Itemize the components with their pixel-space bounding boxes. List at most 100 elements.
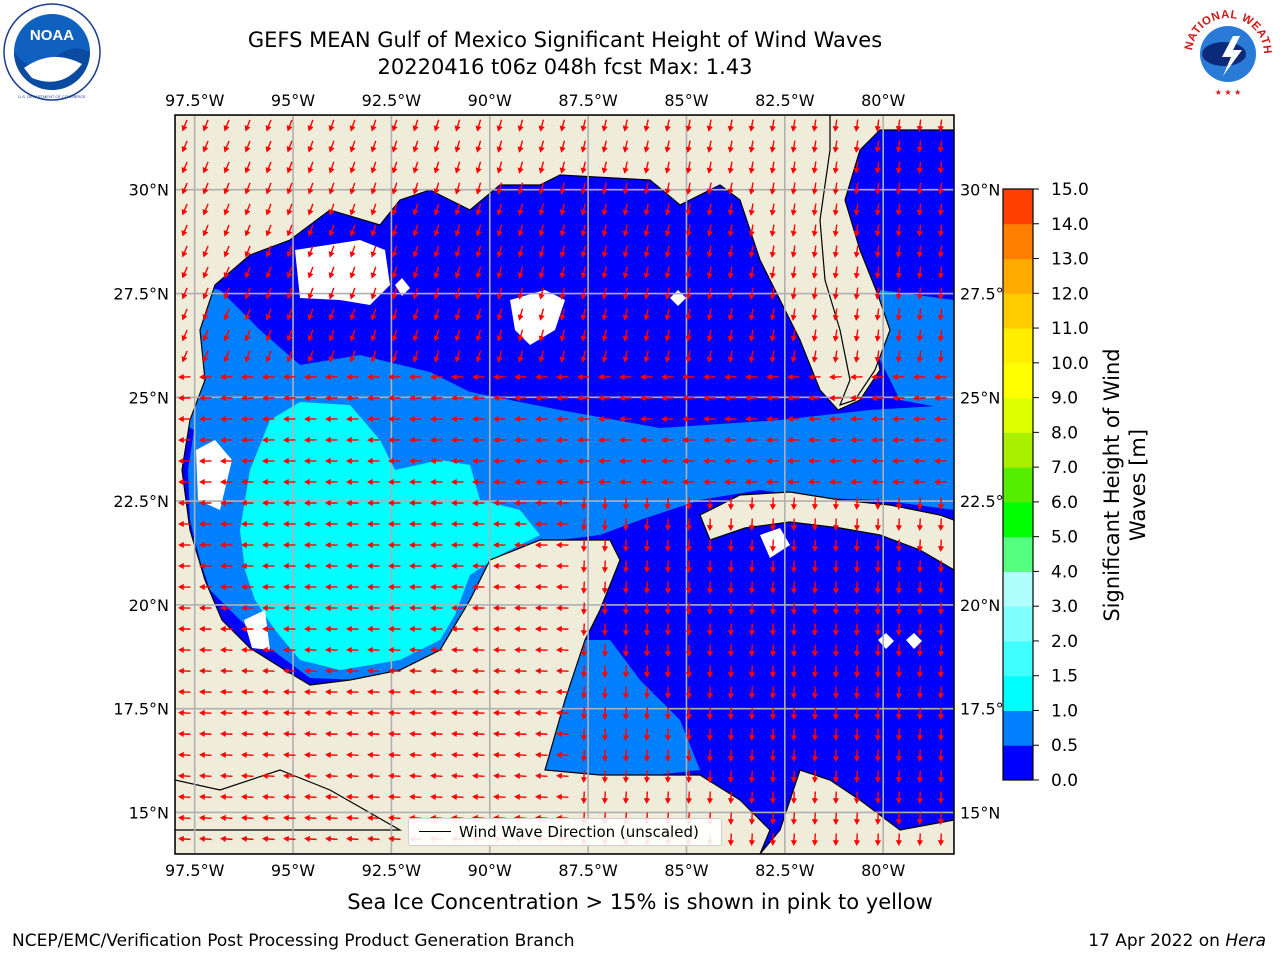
wave-arrow-head xyxy=(724,457,730,465)
wave-arrow-head xyxy=(409,457,415,465)
wave-arrow-head xyxy=(916,714,924,720)
wave-arrow-head xyxy=(790,567,798,573)
wave-arrow-head xyxy=(241,520,247,528)
wave-arrow-head xyxy=(199,394,205,402)
wave-arrow-head xyxy=(286,335,293,342)
wave-arrow-head xyxy=(223,167,230,174)
wave-arrow-head xyxy=(535,541,541,549)
wave-arrow-head xyxy=(895,756,903,762)
wave-arrow-head xyxy=(496,272,503,279)
wave-arrow-head xyxy=(220,772,226,780)
wave-arrow-head xyxy=(493,436,499,444)
wave-arrow-head xyxy=(832,188,839,195)
wave-arrow-head xyxy=(430,562,436,570)
colorbar-label: 1.0 xyxy=(1051,701,1078,721)
wave-arrow-head xyxy=(514,499,520,507)
wave-arrow-head xyxy=(220,625,226,633)
wave-arrow-head xyxy=(409,646,415,654)
wave-arrow-head xyxy=(367,436,373,444)
wave-arrow-head xyxy=(727,272,734,279)
wave-arrow-head xyxy=(916,251,923,258)
wave-arrow-head xyxy=(202,209,209,216)
wave-arrow-head xyxy=(538,188,545,195)
wave-arrow-head xyxy=(283,373,289,381)
wave-arrow-head xyxy=(727,798,735,804)
wave-arrow-head xyxy=(367,688,373,696)
wave-arrow-head xyxy=(472,562,478,570)
wave-arrow-head xyxy=(202,125,209,132)
wave-arrow-head xyxy=(475,356,482,363)
wave-arrow-head xyxy=(724,436,730,444)
wave-arrow-head xyxy=(874,525,882,531)
wave-arrow-head xyxy=(283,541,289,549)
wave-arrow-head xyxy=(451,478,457,486)
wave-arrow-head xyxy=(367,772,373,780)
wave-arrow-head xyxy=(514,541,520,549)
wave-arrow-head xyxy=(181,334,188,342)
wave-arrow-head xyxy=(934,373,940,381)
wave-arrow-head xyxy=(535,709,541,717)
wave-arrow-head xyxy=(349,293,356,300)
wave-arrow-head xyxy=(514,772,520,780)
wave-arrow-head xyxy=(283,415,289,423)
wave-arrow-head xyxy=(535,415,541,423)
wave-arrow-head xyxy=(430,436,436,444)
wave-arrow-head xyxy=(601,230,608,237)
wave-arrow-head xyxy=(664,272,671,279)
wave-arrow-head xyxy=(580,167,587,174)
wave-arrow-head xyxy=(895,293,902,300)
wave-arrow-head xyxy=(493,499,499,507)
chart-subtitle: 20220416 t06z 048h fcst Max: 1.43 xyxy=(377,55,753,79)
wave-arrow-head xyxy=(559,230,566,237)
wave-arrow-head xyxy=(409,541,415,549)
wave-arrow-head xyxy=(580,651,588,657)
wave-arrow-head xyxy=(409,772,415,780)
wave-arrow-head xyxy=(643,651,651,657)
wave-arrow-head xyxy=(202,167,209,174)
wave-arrow-head xyxy=(643,272,650,279)
colorbar-swatch xyxy=(1003,606,1033,642)
wave-arrow-head xyxy=(874,272,881,279)
wave-arrow-head xyxy=(241,646,247,654)
wave-arrow-head xyxy=(325,604,331,612)
colorbar-swatch xyxy=(1003,293,1033,329)
wave-arrow-head xyxy=(325,478,331,486)
wave-arrow-head xyxy=(580,630,588,636)
colorbar-label: 13.0 xyxy=(1051,250,1089,270)
wave-arrow-head xyxy=(577,436,583,444)
wave-arrow-head xyxy=(916,735,924,741)
wave-arrow-head xyxy=(388,583,394,591)
wave-arrow-head xyxy=(451,520,457,528)
wave-arrow-head xyxy=(178,394,184,402)
wave-arrow-head xyxy=(244,146,251,153)
wave-arrow-head xyxy=(307,293,314,300)
wave-arrow-head xyxy=(223,314,230,321)
wave-arrow-head xyxy=(580,693,588,699)
wave-arrow-head xyxy=(349,209,356,216)
wave-arrow-head xyxy=(787,457,793,465)
wave-arrow-head xyxy=(895,567,903,573)
wave-arrow-head xyxy=(388,730,394,738)
wave-arrow-head xyxy=(769,335,776,342)
wave-arrow-head xyxy=(832,735,840,741)
wave-arrow-head xyxy=(790,798,798,804)
wave-arrow-head xyxy=(283,730,289,738)
wave-arrow-head xyxy=(514,478,520,486)
wave-arrow-head xyxy=(874,714,882,720)
wave-arrow-head xyxy=(346,793,352,801)
wave-arrow-head xyxy=(769,630,777,636)
wave-arrow-head xyxy=(304,646,310,654)
wave-arrow-head xyxy=(181,208,188,216)
wave-arrow-head xyxy=(748,146,755,153)
wave-arrow-head xyxy=(412,230,419,237)
wave-arrow-head xyxy=(181,355,188,363)
wave-arrow-head xyxy=(349,272,356,279)
wave-arrow-head xyxy=(535,646,541,654)
wave-arrow-head xyxy=(580,335,587,342)
wave-arrow-head xyxy=(664,630,672,636)
wave-arrow-head xyxy=(181,250,188,258)
wave-arrow-head xyxy=(199,604,205,612)
wave-arrow-head xyxy=(748,546,756,552)
wave-arrow-head xyxy=(223,146,230,153)
wave-arrow-head xyxy=(304,625,310,633)
